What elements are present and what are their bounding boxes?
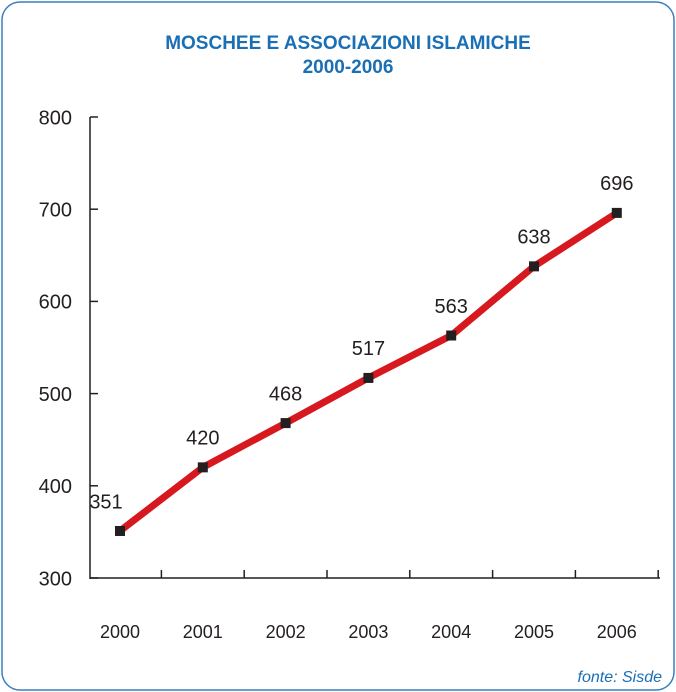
x-tick-label: 2000 (100, 622, 140, 642)
marker (446, 330, 457, 341)
y-tick-label: 400 (39, 476, 72, 498)
data-label: 420 (186, 428, 219, 450)
data-label: 517 (352, 338, 385, 360)
data-label: 351 (89, 491, 122, 513)
data-label: 563 (435, 296, 468, 318)
x-tick-label: 2004 (431, 622, 471, 642)
x-tick-label: 2005 (514, 622, 554, 642)
marker (280, 418, 291, 429)
marker (529, 261, 539, 272)
marker (363, 372, 374, 383)
x-tick-label: 2001 (183, 622, 223, 642)
y-tick-label: 700 (39, 199, 72, 221)
marker (197, 462, 208, 473)
chart-subtitle: 2000-2006 (303, 57, 394, 78)
data-label: 696 (600, 173, 633, 195)
x-tick-label: 2006 (597, 622, 637, 642)
data-label: 468 (269, 383, 302, 405)
chart-title: MOSCHEE E ASSOCIAZIONI ISLAMICHE (165, 33, 531, 54)
marker (115, 525, 125, 536)
y-tick-label: 800 (39, 107, 72, 129)
source-note: fonte: Sisde (578, 669, 663, 686)
y-tick-label: 500 (39, 384, 72, 406)
x-tick-label: 2003 (348, 622, 388, 642)
x-tick-label: 2002 (266, 622, 306, 642)
y-tick-label: 300 (39, 568, 72, 590)
marker (611, 207, 622, 218)
y-tick-label: 600 (39, 292, 72, 314)
data-label: 638 (517, 227, 550, 249)
